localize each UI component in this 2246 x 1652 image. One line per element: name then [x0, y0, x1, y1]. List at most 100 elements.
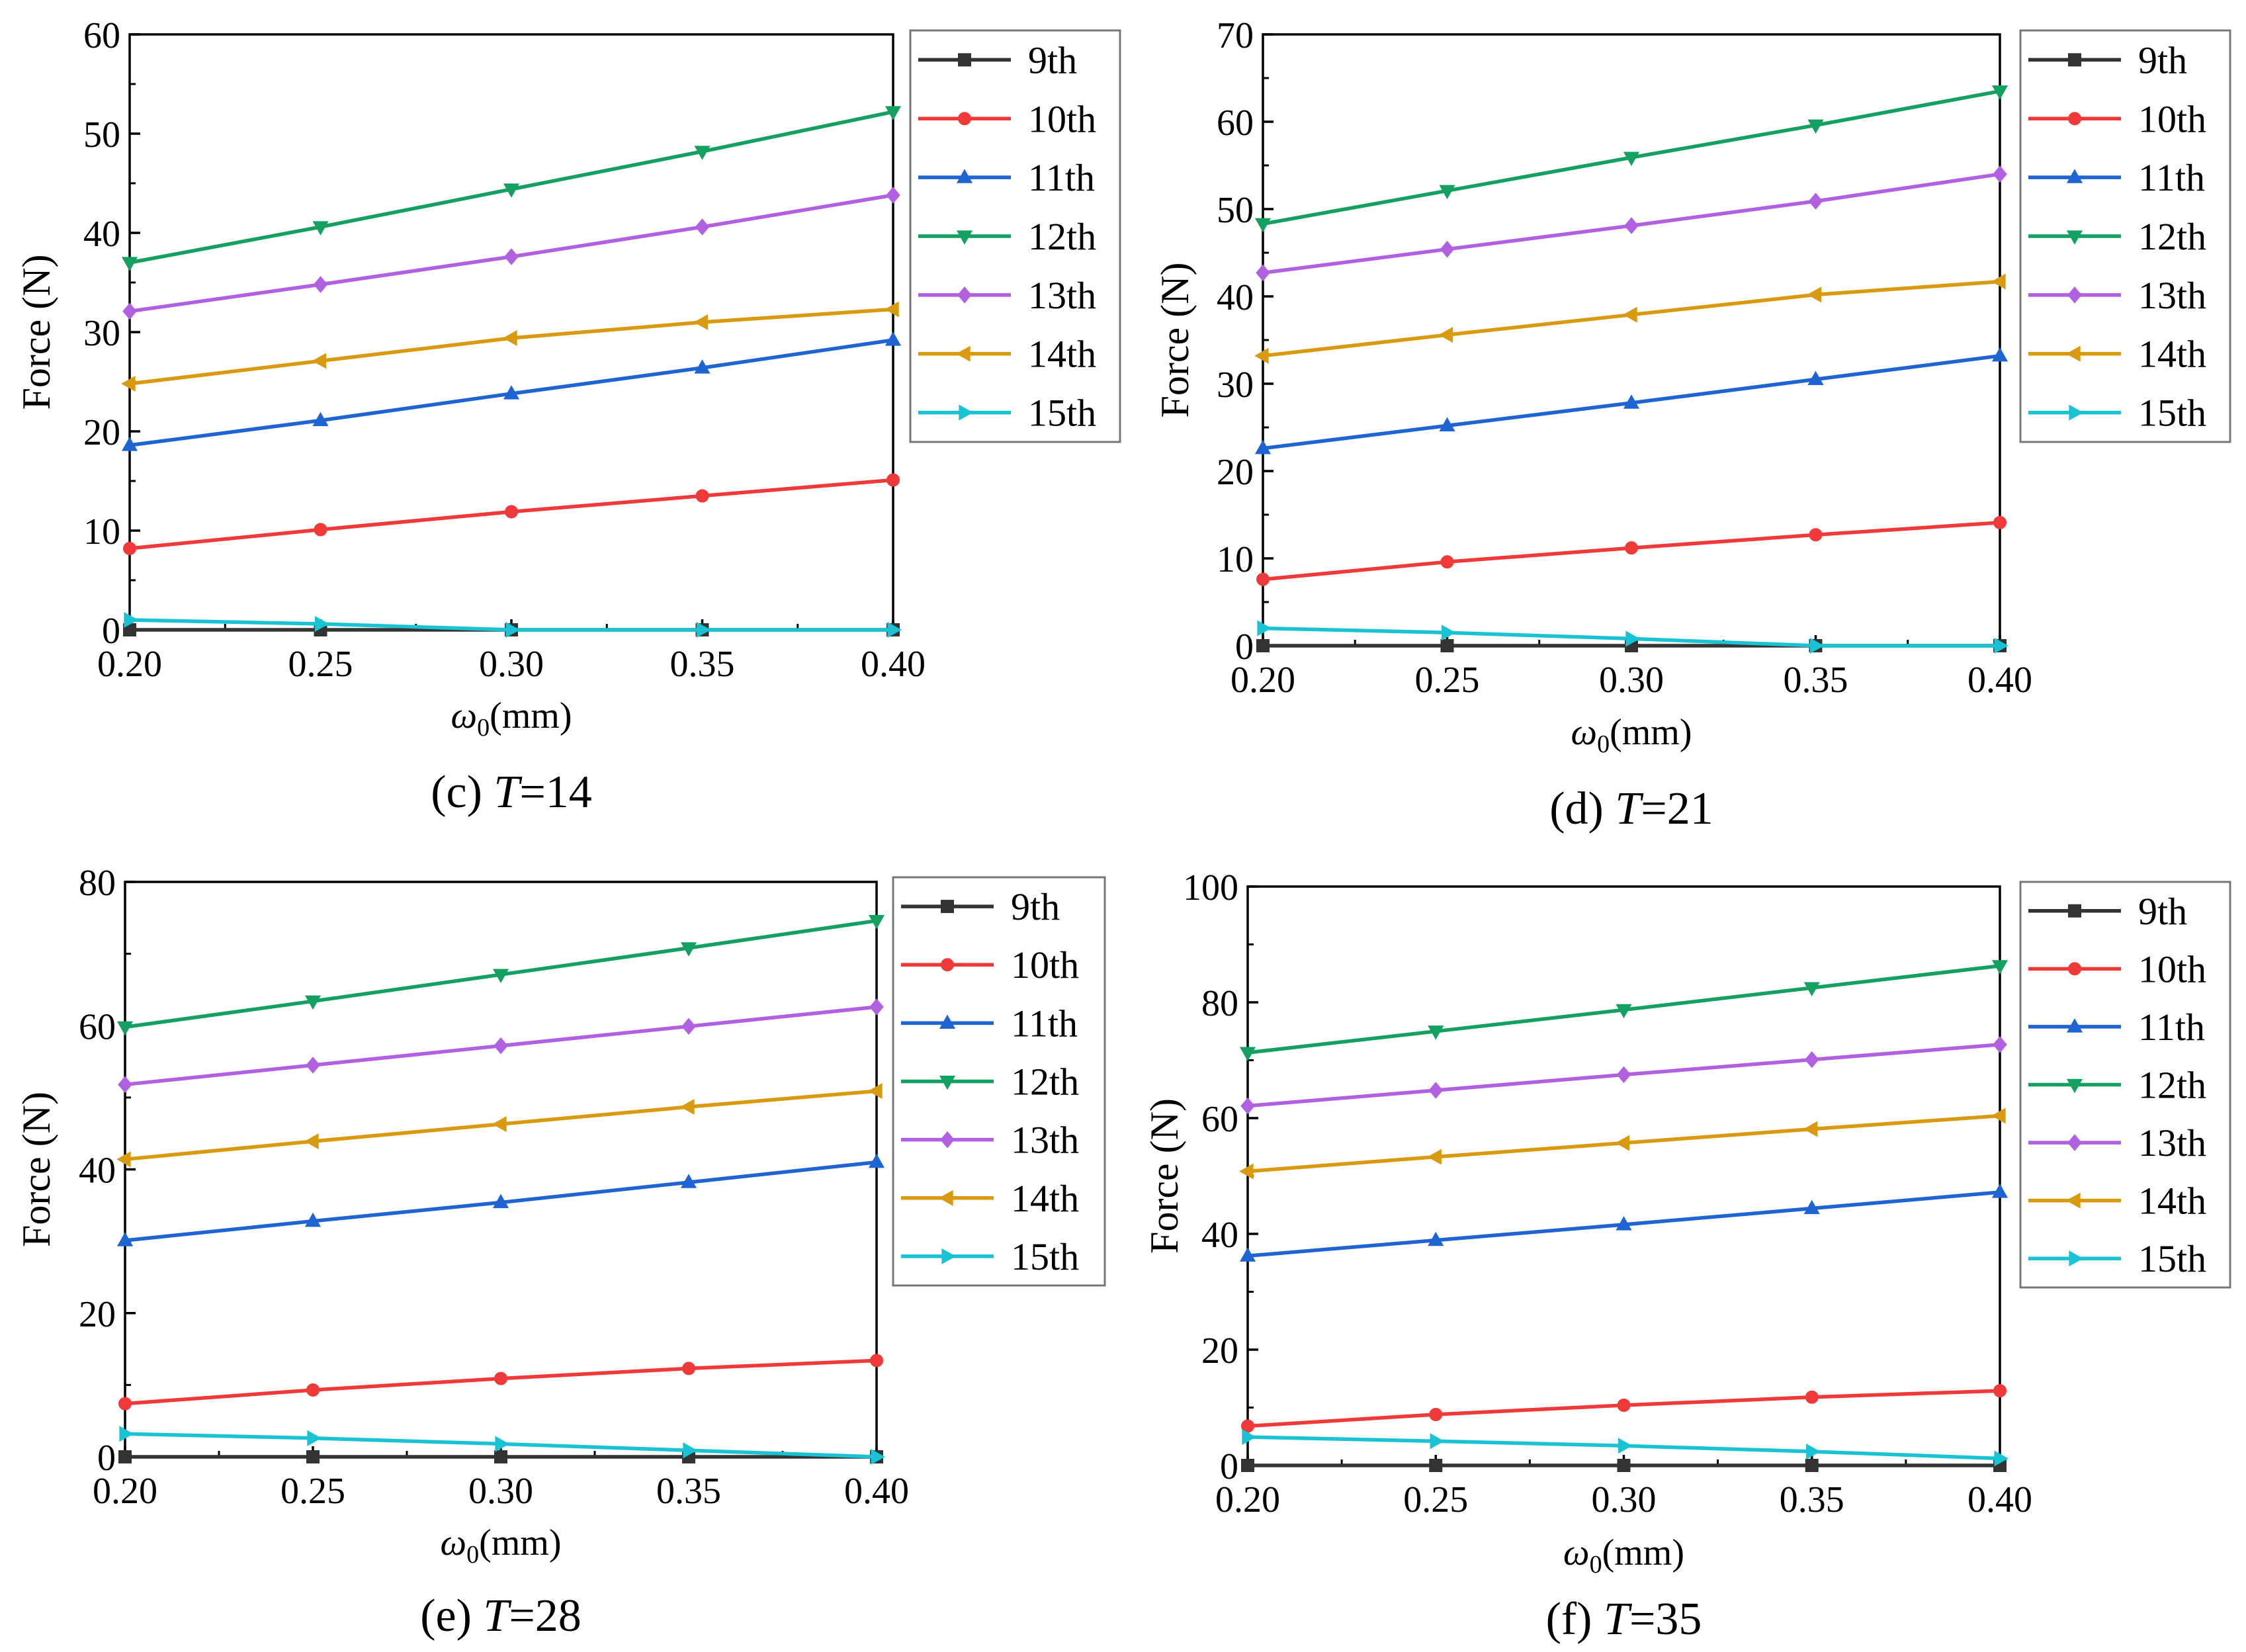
y-tick-label: 20 [83, 412, 120, 453]
legend-marker-12th [2066, 230, 2083, 245]
legend-label-14th: 14th [1028, 333, 1096, 376]
data-point-10th [306, 1383, 320, 1397]
legend-label-15th: 15th [1028, 392, 1096, 435]
data-point-14th [116, 1151, 131, 1168]
legend-marker-11th [2066, 1018, 2083, 1033]
series-10th [1256, 515, 2007, 586]
series-13th [118, 998, 884, 1094]
series-14th [1254, 273, 2006, 364]
legend-marker-9th [941, 900, 954, 914]
legend-marker-10th [958, 112, 971, 126]
data-point-12th [885, 106, 902, 120]
data-point-13th [1993, 165, 2007, 183]
data-point-13th [1256, 264, 1270, 282]
legend-marker-14th [2066, 1192, 2081, 1209]
legend-marker-12th [956, 230, 973, 245]
legend-label-15th: 15th [1011, 1235, 1079, 1278]
data-point-14th [304, 1133, 319, 1150]
y-tick-label: 40 [1201, 1215, 1238, 1256]
y-tick-label: 0 [97, 1438, 116, 1479]
y-tick-label: 10 [83, 511, 120, 552]
y-tick-label: 60 [1201, 1099, 1238, 1140]
legend-marker-9th [2068, 53, 2081, 67]
data-point-9th [1241, 1459, 1254, 1472]
x-axis-label: ω0(mm) [451, 695, 572, 742]
y-tick-label: 0 [102, 611, 120, 652]
data-point-14th [1803, 1121, 1818, 1137]
data-point-9th [118, 1450, 132, 1463]
series-12th [1239, 960, 2008, 1061]
legend: 9th 10th 11th 12th 13th 14th 15th [909, 29, 1121, 443]
legend-label-11th: 11th [2138, 1006, 2205, 1049]
x-tick-label: 0.25 [1415, 660, 1480, 701]
data-point-14th [693, 314, 709, 331]
data-point-12th [694, 146, 711, 160]
y-axis-label: Force (N) [15, 1092, 58, 1247]
data-point-14th [1623, 306, 1637, 323]
data-point-15th [1441, 625, 1456, 641]
data-point-12th [492, 969, 509, 983]
data-point-14th [1991, 273, 2006, 290]
data-point-15th [1806, 1443, 1821, 1460]
series-10th [118, 1354, 883, 1411]
series-13th [122, 187, 900, 320]
data-point-9th [1440, 639, 1454, 652]
data-point-10th [118, 1397, 132, 1411]
plot-frame [124, 881, 878, 1458]
data-point-10th [1256, 572, 1270, 586]
y-tick-label: 10 [1217, 539, 1254, 580]
y-tick-label: 70 [1217, 15, 1254, 56]
x-tick-label: 0.30 [468, 1471, 533, 1512]
data-point-15th [1625, 630, 1640, 647]
data-point-11th [1616, 1216, 1632, 1231]
data-point-10th [494, 1371, 507, 1385]
legend-label-14th: 14th [2138, 333, 2206, 376]
data-point-15th [696, 621, 711, 638]
data-point-10th [1993, 515, 2007, 529]
data-point-14th [1239, 1163, 1254, 1180]
series-15th [1257, 620, 2008, 654]
data-point-10th [123, 542, 136, 555]
data-point-12th [1991, 960, 2008, 975]
data-point-15th [1994, 1450, 2008, 1467]
legend: 9th 10th 11th 12th 13th 14th 15th [892, 876, 1106, 1287]
legend-label-11th: 11th [2138, 156, 2205, 199]
y-tick-label: 60 [83, 15, 120, 56]
data-point-10th [1440, 555, 1454, 569]
data-point-11th [1254, 439, 1272, 455]
data-point-15th [505, 621, 520, 638]
legend-label-11th: 11th [1028, 156, 1095, 199]
data-point-11th [1439, 417, 1455, 432]
data-point-12th [1991, 85, 2008, 100]
data-point-14th [503, 329, 517, 347]
x-tick-label: 0.25 [1403, 1479, 1468, 1520]
legend-marker-11th [939, 1014, 956, 1029]
data-point-11th [680, 1174, 697, 1188]
data-point-11th [121, 437, 138, 451]
data-point-13th [1440, 240, 1455, 258]
data-point-12th [304, 995, 322, 1010]
data-point-15th [1994, 637, 2008, 654]
data-point-10th [1993, 1384, 2007, 1398]
chart-panel-1: 0 10 20 30 40 50 60 70 0.20 0.25 0.30 0.35 0.40 ω0(mm… [1153, 15, 2231, 834]
data-point-11th [1803, 1199, 1820, 1215]
legend-label-12th: 12th [2138, 215, 2206, 258]
data-point-13th [1808, 193, 1823, 210]
x-axis-label: ω0(mm) [1571, 712, 1692, 758]
series-11th [121, 331, 902, 451]
x-axis-label: ω0(mm) [1563, 1532, 1684, 1579]
data-point-15th [683, 1442, 697, 1459]
data-point-14th [868, 1083, 883, 1100]
y-tick-label: 60 [79, 1006, 116, 1047]
data-point-13th [681, 1018, 696, 1035]
data-point-10th [682, 1362, 695, 1375]
legend-marker-12th [939, 1075, 956, 1090]
data-point-9th [494, 1450, 507, 1463]
series-14th [121, 301, 899, 392]
data-point-14th [1807, 286, 1822, 303]
legend-marker-15th [2069, 404, 2083, 421]
data-point-15th [119, 1426, 134, 1442]
legend-marker-10th [941, 958, 954, 972]
legend-label-13th: 13th [2138, 1121, 2206, 1164]
data-point-9th [1617, 1459, 1631, 1472]
